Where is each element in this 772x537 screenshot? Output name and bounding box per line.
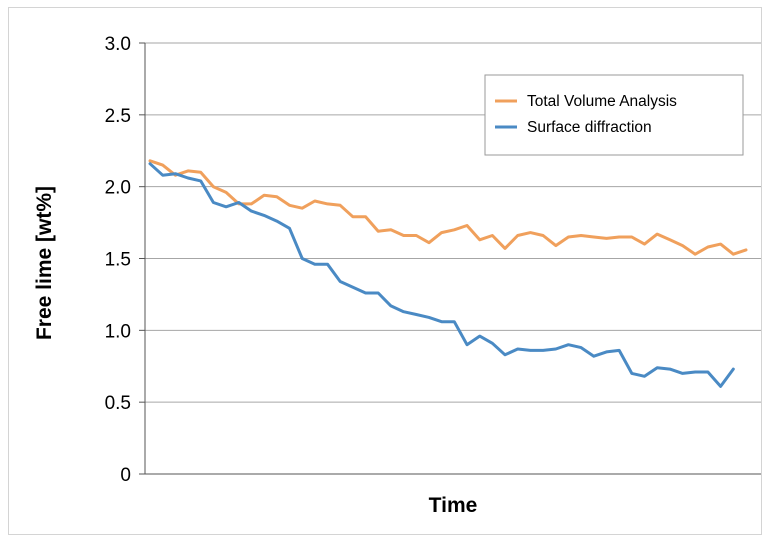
y-tick-labels: 0 0.5 1.0 1.5 2.0 2.5 3.0 [105,34,131,486]
y-tick-label: 1.0 [105,321,131,342]
y-axis-title: Free lime [wt%] [33,186,56,340]
x-axis-title: Time [429,494,478,517]
y-tick-label: 0.5 [105,393,131,414]
y-tick-label: 1.5 [105,250,131,271]
y-tick-label: 2.5 [105,106,131,127]
gridlines [145,42,761,403]
legend-label-total-volume: Total Volume Analysis [527,93,677,110]
series-line-surface-diffraction [148,162,735,388]
chart-frame: 0 0.5 1.0 1.5 2.0 2.5 3.0 Time Free lime [wt%]… [8,7,762,535]
y-tick-label: 0 [120,465,131,486]
y-tick-label: 3.0 [105,34,131,55]
series-lines [148,159,748,388]
legend-label-surface-diffraction: Surface diffraction [527,119,652,136]
line-chart: 0 0.5 1.0 1.5 2.0 2.5 3.0 Time Free lime [wt%]… [33,34,761,517]
series-line-total-volume [148,159,748,256]
legend-box [484,74,744,156]
axes [139,42,761,475]
y-tick-label: 2.0 [105,178,131,199]
legend: Total Volume Analysis Surface diffractio… [484,74,744,156]
